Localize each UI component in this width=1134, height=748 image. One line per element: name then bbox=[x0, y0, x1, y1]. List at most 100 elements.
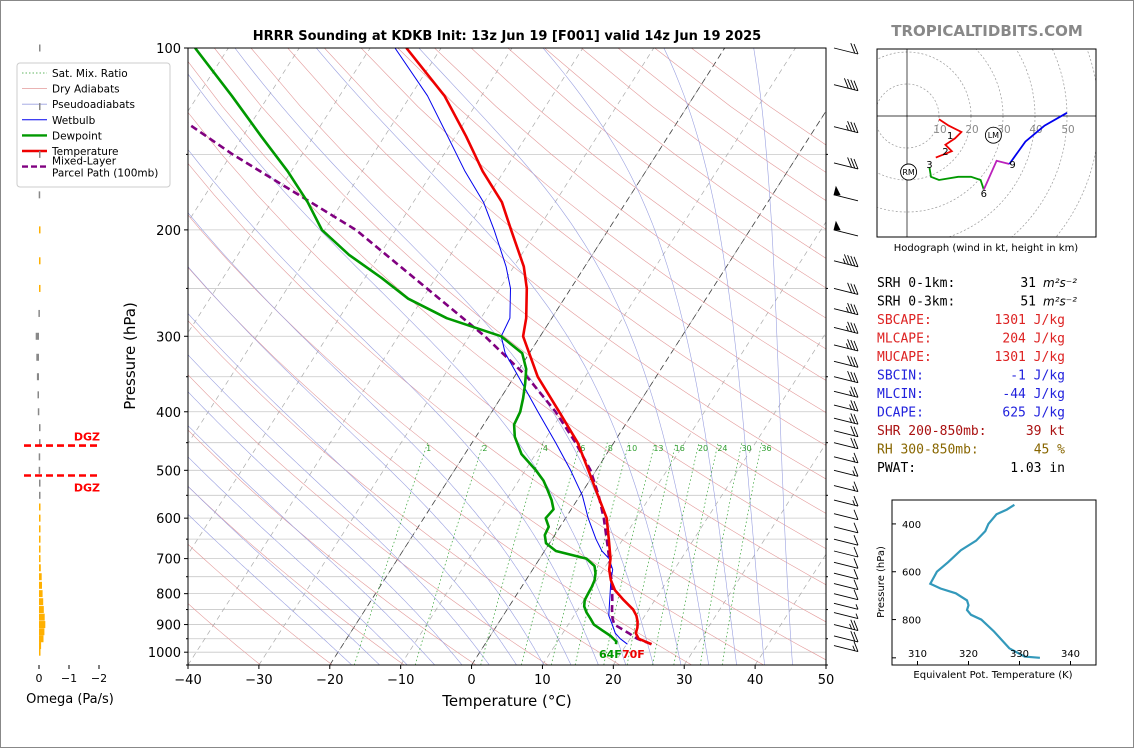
wind-barb bbox=[833, 355, 859, 368]
rm-marker bbox=[900, 163, 918, 181]
x-tick-label: 0 bbox=[467, 673, 475, 688]
hodo-ring-label: 50 bbox=[1061, 124, 1074, 136]
pseudoadiabat bbox=[316, 48, 682, 665]
wind-barb bbox=[833, 370, 859, 384]
wind-barb bbox=[833, 321, 859, 334]
wind-barb bbox=[833, 254, 859, 268]
barb-full bbox=[853, 340, 859, 352]
indices-table: SRH 0-1km: 31 m²s⁻² SRH 0-3km: 51 m²s⁻² SBCAPE… bbox=[877, 276, 1077, 476]
skewt-axes-frame bbox=[187, 47, 827, 666]
barb-half bbox=[845, 307, 849, 313]
barb-half bbox=[845, 343, 849, 349]
theta-e-x-tick-label: 320 bbox=[959, 649, 978, 660]
mixing-ratio-label: 1 bbox=[426, 444, 431, 453]
wind-barb bbox=[833, 619, 859, 631]
legend-label: Mixed-Layer bbox=[52, 156, 117, 168]
barb-full bbox=[853, 323, 859, 334]
hodograph-caption: Hodograph (wind in kt, height in km) bbox=[894, 243, 1079, 254]
omega-bar bbox=[39, 598, 44, 606]
dry-adiabat bbox=[287, 48, 826, 480]
surface-temp-label: 70F bbox=[622, 648, 645, 661]
index-label: PWAT: bbox=[877, 461, 916, 476]
isotherm-line bbox=[825, 664, 826, 665]
omega-bar bbox=[39, 613, 45, 621]
wind-barb bbox=[833, 612, 859, 620]
omega-bar bbox=[39, 573, 42, 581]
dgz-label: DGZ bbox=[74, 431, 100, 444]
dry-adiabat bbox=[250, 48, 826, 514]
omega-bar bbox=[39, 564, 41, 572]
omega-bar bbox=[37, 408, 40, 416]
x-tick-label: −40 bbox=[174, 673, 201, 688]
dry-adiabat bbox=[360, 48, 826, 413]
skewt-panel: 1 2 4 6 8 10 13 16 20 24 30 36 −40 −30 −20 −10 0 10 20 30 4… bbox=[121, 42, 834, 710]
skewt-profiles bbox=[188, 48, 653, 646]
legend-box bbox=[16, 62, 171, 188]
index-label: MLCIN: bbox=[877, 387, 924, 402]
hodo-segment bbox=[1008, 112, 1068, 165]
barb-full bbox=[843, 78, 849, 89]
x-tick-label: 40 bbox=[747, 673, 764, 688]
omega-panel: 0 −1 −2 Omega (Pa/s) DGZ DGZ bbox=[24, 44, 114, 707]
index-value: -44 J/kg bbox=[1002, 387, 1065, 402]
barb-full bbox=[847, 282, 853, 294]
pseudoadiabat bbox=[188, 73, 627, 665]
barb-shaft bbox=[833, 526, 859, 534]
x-tick-label: −10 bbox=[387, 673, 414, 688]
theta-e-x-tick-label: 330 bbox=[1010, 649, 1029, 660]
barb-half bbox=[849, 417, 853, 423]
wind-barb bbox=[833, 437, 859, 450]
omega-bar bbox=[39, 545, 41, 553]
dry-adiabat bbox=[214, 48, 826, 550]
pseudoadiabat bbox=[542, 48, 737, 665]
barb-full bbox=[850, 386, 856, 397]
theta-e-line bbox=[928, 503, 1040, 659]
skewt-ylabel: Pressure (hPa) bbox=[121, 302, 139, 410]
wind-barb bbox=[833, 641, 859, 652]
wind-barb bbox=[833, 589, 859, 601]
watermark: TROPICALTIDBITS.COM bbox=[891, 22, 1083, 40]
theta-e-x-tick-label: 310 bbox=[908, 649, 927, 660]
minus20-isotherm-line bbox=[329, 48, 726, 665]
dry-adiabat bbox=[188, 543, 333, 665]
hodo-height-label: 2 bbox=[942, 147, 948, 158]
omega-bar bbox=[39, 621, 46, 629]
omega-bar bbox=[39, 535, 41, 543]
barb-shaft bbox=[833, 593, 859, 601]
wetbulb-line bbox=[394, 48, 628, 645]
barb-full bbox=[850, 413, 856, 424]
omega-bar bbox=[39, 150, 41, 158]
barb-shaft bbox=[833, 404, 859, 412]
omega-bar bbox=[39, 581, 42, 589]
pseudoadiabat bbox=[418, 48, 710, 665]
dry-adiabat bbox=[188, 603, 261, 665]
y-tick-label: 300 bbox=[156, 330, 181, 345]
mixing-ratio-line bbox=[652, 442, 700, 665]
barb-full bbox=[853, 357, 859, 368]
omega-bar bbox=[38, 466, 41, 474]
barb-full bbox=[853, 438, 859, 449]
barb-full bbox=[850, 158, 856, 169]
barb-full bbox=[853, 158, 859, 170]
barb-shaft bbox=[833, 645, 859, 652]
pseudoadiabat bbox=[188, 266, 545, 665]
pseudoadiabat bbox=[188, 354, 490, 665]
x-tick-label: −20 bbox=[316, 673, 343, 688]
barb-half bbox=[855, 613, 859, 619]
barb-full bbox=[853, 579, 859, 590]
theta-e-ticks: 310 320 330 340 400 600 800 bbox=[892, 520, 1080, 665]
legend-label: Pseudoadiabats bbox=[52, 99, 135, 111]
wind-barb bbox=[833, 157, 859, 170]
omega-bar bbox=[38, 191, 41, 199]
dry-adiabat bbox=[434, 48, 826, 350]
lm-marker bbox=[984, 126, 1002, 144]
omega-bar bbox=[38, 309, 40, 317]
wind-barb bbox=[833, 495, 859, 507]
omega-bar bbox=[39, 479, 41, 487]
barb-full bbox=[853, 466, 859, 477]
wind-barb bbox=[833, 43, 859, 55]
barb-full bbox=[847, 370, 853, 382]
dry-adiabat bbox=[188, 214, 764, 665]
wind-barb bbox=[833, 413, 859, 425]
